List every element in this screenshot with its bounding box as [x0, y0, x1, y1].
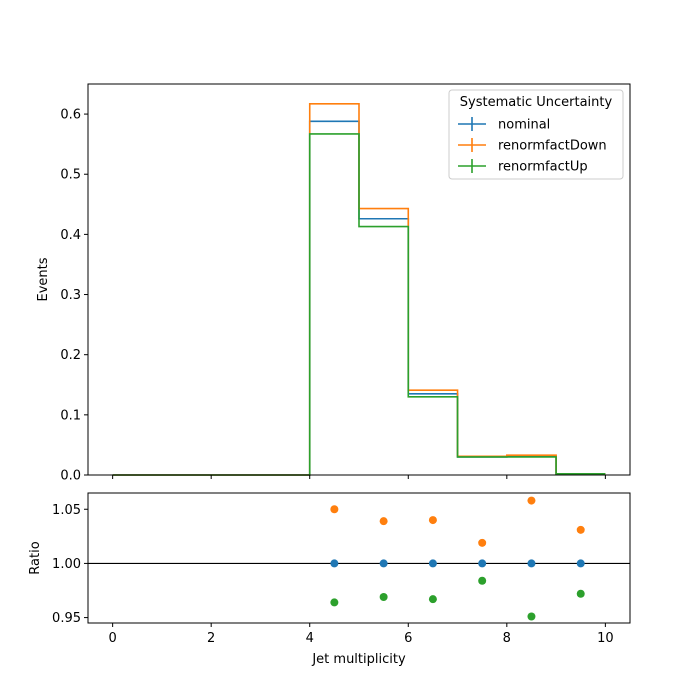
main-y-tick-label: 0.0: [60, 469, 81, 484]
legend-label: renormfactDown: [498, 139, 607, 154]
ratio-x-tick-label: 8: [503, 631, 511, 646]
x-axis-label: Jet multiplicity: [311, 652, 406, 667]
ratio-x-tick-label: 6: [404, 631, 412, 646]
ratio-point-nominal: [576, 559, 585, 568]
ratio-point-nominal: [478, 559, 487, 568]
ratio-point-renormfactDown: [527, 496, 536, 505]
main-plot-frame: [87, 83, 631, 476]
ratio-plot-frame: [87, 492, 631, 624]
ratio-point-renormfactUp: [576, 589, 585, 598]
ratio-point-renormfactUp: [478, 576, 487, 585]
ratio-point-renormfactDown: [428, 516, 437, 525]
ratio-y-tick-label: 0.95: [52, 611, 81, 626]
legend: Systematic Uncertainty nominal renormfact…: [448, 89, 624, 180]
ratio-y-axis-label: Ratio: [28, 541, 43, 574]
ratio-point-nominal: [379, 559, 388, 568]
legend-label: renormfactUp: [498, 160, 588, 175]
ratio-y-tick-label: 1.00: [52, 557, 81, 572]
main-y-axis-ticks: 0.0 0.1 0.2 0.3 0.4 0.5 0.6: [60, 108, 88, 484]
legend-entry-nominal: nominal: [458, 117, 550, 133]
legend-label: nominal: [498, 118, 550, 133]
legend-box: [448, 89, 624, 180]
ratio-x-tick-label: 10: [597, 631, 614, 646]
ratio-x-tick-label: 2: [207, 631, 215, 646]
legend-entry-renormfactUp: renormfactUp: [458, 159, 588, 175]
ratio-point-renormfactUp: [330, 598, 339, 607]
main-x-axis-ticks: [112, 475, 606, 479]
legend-entry-renormfactDown: renormfactDown: [458, 138, 607, 154]
ratio-x-tick-label: 0: [108, 631, 116, 646]
ratio-point-renormfactDown: [330, 505, 339, 514]
main-y-tick-label: 0.3: [60, 288, 81, 303]
main-y-axis-label: Events: [36, 257, 51, 301]
main-y-tick-label: 0.1: [60, 408, 81, 423]
legend-title: Systematic Uncertainty: [460, 95, 613, 110]
ratio-point-renormfactDown: [379, 517, 388, 526]
ratio-point-renormfactUp: [527, 612, 536, 621]
ratio-point-renormfactDown: [576, 525, 585, 534]
ratio-point-renormfactDown: [478, 538, 487, 547]
main-y-tick-label: 0.4: [60, 228, 81, 243]
ratio-panel: 0.95 1.00 1.05 0 2 4 6 8 10 Ratio Jet multiplic…: [28, 492, 631, 667]
ratio-y-axis-ticks: 0.95 1.00 1.05: [52, 503, 88, 626]
main-y-tick-label: 0.5: [60, 168, 81, 183]
ratio-point-renormfactUp: [428, 595, 437, 604]
ratio-point-renormfactUp: [379, 593, 388, 601]
main-y-tick-label: 0.6: [60, 108, 81, 123]
main-histogram-panel: 0.0 0.1 0.2 0.3 0.4 0.5 0.6 Events Systematic …: [36, 83, 631, 484]
ratio-point-nominal: [428, 559, 437, 568]
ratio-x-tick-label: 4: [306, 631, 314, 646]
ratio-points: [330, 496, 585, 621]
main-y-tick-label: 0.2: [60, 348, 81, 363]
ratio-x-axis-ticks: 0 2 4 6 8 10: [108, 623, 614, 646]
ratio-point-nominal: [330, 559, 339, 568]
ratio-point-nominal: [527, 559, 536, 568]
legend-entries: nominal renormfactDown renormfactUp: [458, 117, 607, 175]
ratio-y-tick-label: 1.05: [52, 503, 81, 518]
